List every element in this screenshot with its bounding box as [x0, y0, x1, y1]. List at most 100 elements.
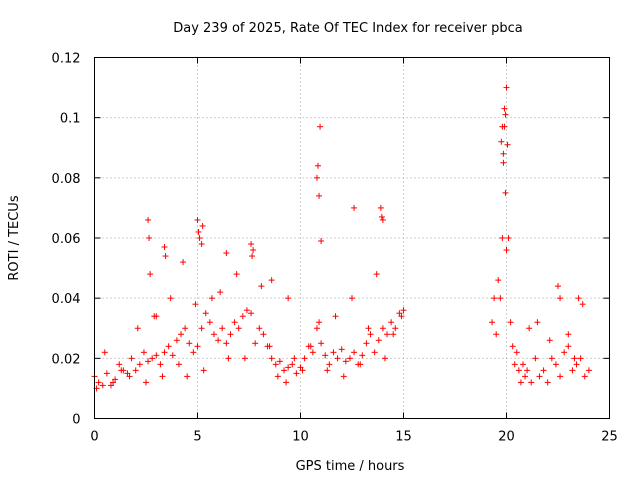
data-point: [322, 352, 329, 359]
data-point: [283, 379, 290, 386]
data-point: [499, 235, 506, 241]
data-point: [243, 307, 250, 314]
data-point: [396, 310, 403, 317]
data-point: [565, 343, 572, 350]
data-point: [503, 84, 510, 91]
data-point: [565, 331, 572, 338]
data-point: [555, 283, 561, 290]
x-tick-label: 5: [193, 430, 201, 445]
data-point: [373, 271, 380, 278]
data-point: [184, 373, 191, 380]
data-point: [379, 325, 386, 332]
data-point: [548, 355, 555, 362]
data-point: [351, 204, 358, 211]
data-point: [519, 361, 526, 368]
y-tick-labels: 0 0.02 0.04 0.06 0.08 0.1 0.12: [52, 52, 81, 428]
data-point: [500, 159, 507, 166]
data-point: [509, 343, 516, 350]
y-tick-label: 0.04: [52, 292, 81, 307]
data-point: [249, 253, 256, 260]
data-point: [493, 331, 500, 338]
data-point: [202, 310, 209, 317]
data-point: [346, 355, 353, 362]
data-point: [326, 361, 333, 368]
data-point: [332, 313, 339, 320]
data-point: [398, 313, 405, 320]
x-tick-label: 10: [292, 430, 309, 445]
data-point: [513, 349, 520, 356]
data-point: [334, 355, 341, 362]
data-point: [268, 277, 275, 284]
data-point: [379, 216, 386, 223]
data-point: [581, 373, 588, 380]
data-point: [143, 379, 149, 386]
data-point: [371, 349, 378, 356]
data-point: [544, 379, 551, 386]
data-point: [557, 373, 564, 380]
data-point: [178, 331, 185, 338]
data-point: [215, 337, 222, 344]
data-point: [579, 301, 586, 308]
data-point: [145, 358, 152, 365]
data-point: [381, 355, 388, 362]
data-point: [571, 355, 578, 362]
data-point: [524, 367, 531, 374]
data-point: [390, 331, 397, 338]
chart-title: Day 239 of 2025, Rate Of TEC Index for r…: [173, 21, 523, 36]
data-point: [281, 367, 288, 374]
data-point: [375, 337, 382, 344]
data-point: [495, 277, 502, 284]
y-axis-label: ROTI / TECUs: [7, 195, 22, 280]
data-point: [400, 307, 407, 314]
data-point: [208, 295, 215, 302]
data-point: [359, 352, 366, 359]
data-point: [223, 250, 230, 257]
data-point: [324, 367, 331, 374]
data-point: [569, 367, 576, 374]
data-point: [132, 367, 139, 374]
data-point: [522, 373, 529, 380]
data-point: [316, 319, 323, 326]
data-point: [585, 367, 592, 374]
data-point: [392, 325, 399, 332]
data-point: [357, 361, 364, 368]
data-point: [258, 283, 265, 290]
data-point: [293, 370, 300, 377]
data-point: [182, 325, 189, 332]
plot-frame: [94, 57, 610, 419]
data-point: [573, 361, 580, 368]
data-point: [266, 343, 273, 350]
data-point: [200, 367, 207, 374]
data-point: [384, 331, 391, 338]
data-point: [159, 373, 166, 380]
data-point: [126, 373, 133, 380]
data-point: [502, 189, 509, 196]
data-point: [149, 355, 156, 362]
data-point: [99, 382, 106, 389]
data-point: [297, 364, 304, 371]
data-point: [194, 343, 201, 350]
data-point: [377, 204, 384, 211]
data-point: [162, 253, 169, 260]
data-point: [505, 235, 512, 241]
data-point: [248, 241, 255, 248]
data-point: [349, 295, 355, 302]
data-point: [272, 361, 279, 368]
y-tick-label: 0.12: [52, 52, 81, 67]
data-point: [577, 355, 584, 362]
data-point: [167, 295, 174, 302]
data-point: [136, 361, 143, 368]
data-point: [330, 349, 337, 356]
data-point: [546, 337, 553, 344]
data-point: [180, 259, 187, 266]
data-point: [338, 346, 345, 353]
data-point: [318, 340, 325, 347]
data-point: [315, 162, 322, 169]
data-point: [388, 319, 395, 326]
data-point: [153, 352, 160, 359]
data-point: [309, 349, 316, 356]
data-point: [118, 367, 125, 374]
data-point: [190, 349, 197, 356]
data-point: [227, 331, 234, 338]
data-point: [199, 222, 206, 229]
